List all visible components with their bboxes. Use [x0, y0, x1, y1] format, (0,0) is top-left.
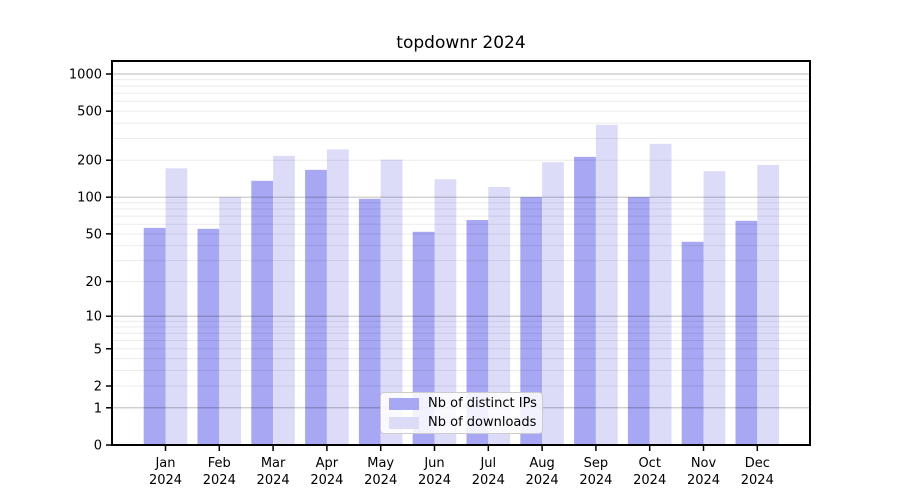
x-tick-label: Aug 2024 — [526, 456, 559, 488]
legend-item-downloads: Nb of downloads — [389, 415, 537, 430]
x-tick-label: Feb 2024 — [203, 456, 236, 488]
x-tick-label: Mar 2024 — [257, 456, 290, 488]
bar-distinct-ips-aug — [520, 197, 543, 445]
bar-distinct-ips-feb — [197, 228, 220, 445]
downloads-color-swatch-icon — [389, 416, 419, 429]
chart-title: topdownr 2024 — [396, 33, 526, 53]
x-tick-label: Sep 2024 — [579, 456, 612, 488]
legend-label-distinct-ips: Nb of distinct IPs — [428, 396, 537, 411]
bar-distinct-ips-apr — [305, 169, 327, 445]
bar-downloads-nov — [703, 171, 726, 445]
bar-downloads-jul — [488, 187, 511, 445]
x-tick-label: May 2024 — [364, 456, 397, 488]
bar-distinct-ips-jul — [466, 220, 489, 445]
x-tick-label: Apr 2024 — [310, 456, 343, 488]
bar-distinct-ips-sep — [574, 156, 596, 446]
y-tick-label: 200 — [77, 154, 102, 169]
bar-downloads-aug — [542, 162, 564, 445]
y-tick-label: 10 — [85, 310, 102, 325]
bar-downloads-oct — [649, 143, 672, 445]
bar-downloads-jan — [165, 168, 188, 445]
x-tick-label: Oct 2024 — [633, 456, 666, 488]
x-tick-label: Jan 2024 — [149, 456, 182, 488]
bar-distinct-ips-may — [358, 198, 381, 445]
y-tick-label: 0 — [94, 439, 102, 454]
y-tick-label: 5 — [94, 342, 102, 357]
x-tick-label: Jul 2024 — [472, 456, 505, 488]
legend-item-distinct-ips: Nb of distinct IPs — [389, 396, 537, 411]
y-tick-label: 100 — [77, 191, 102, 206]
bar-downloads-may — [380, 159, 403, 445]
y-tick-label: 1 — [94, 401, 102, 416]
y-tick-label: 2 — [94, 380, 102, 395]
x-tick-label: Dec 2024 — [741, 456, 774, 488]
bar-downloads-jun — [434, 179, 457, 445]
y-tick-label: 50 — [85, 227, 102, 242]
plot-border — [111, 60, 811, 446]
legend-label-downloads: Nb of downloads — [428, 415, 537, 430]
y-tick-label: 500 — [77, 105, 102, 120]
bar-distinct-ips-oct — [627, 197, 650, 445]
bar-distinct-ips-dec — [735, 220, 758, 445]
bar-distinct-ips-jan — [143, 227, 166, 445]
distinct-ips-color-swatch-icon — [389, 397, 419, 410]
bar-downloads-sep — [595, 124, 618, 445]
x-tick-label: Jun 2024 — [418, 456, 451, 488]
bar-distinct-ips-nov — [681, 241, 704, 445]
y-tick-label: 1000 — [69, 68, 102, 83]
bar-distinct-ips-mar — [251, 180, 274, 445]
bar-downloads-mar — [273, 155, 295, 445]
bar-downloads-dec — [757, 164, 780, 445]
bar-downloads-feb — [219, 197, 242, 445]
legend: Nb of distinct IPs Nb of downloads — [380, 392, 543, 434]
x-tick-label: Nov 2024 — [687, 456, 720, 488]
y-tick-label: 20 — [85, 275, 102, 290]
bar-downloads-apr — [326, 149, 349, 445]
bar-distinct-ips-jun — [412, 231, 435, 445]
